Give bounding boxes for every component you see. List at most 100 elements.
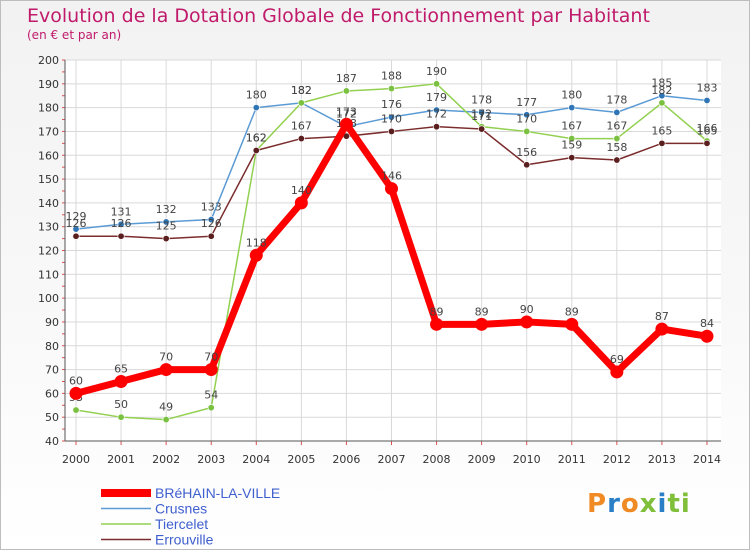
- data-label: 176: [381, 98, 402, 111]
- y-tick-label: 120: [38, 245, 59, 258]
- data-point: [297, 135, 305, 143]
- data-point: [433, 123, 441, 131]
- data-point: [384, 182, 398, 196]
- data-label: 166: [696, 122, 717, 135]
- data-label: 180: [246, 89, 267, 102]
- data-point: [478, 125, 486, 133]
- data-point: [520, 315, 534, 329]
- data-point: [613, 156, 621, 164]
- y-tick-label: 170: [38, 125, 59, 138]
- data-point: [72, 232, 80, 240]
- data-label: 180: [561, 89, 582, 102]
- data-label: 190: [426, 65, 447, 78]
- legend-label: BRéHAIN-LA-VILLE: [155, 485, 280, 501]
- data-label: 183: [696, 81, 717, 94]
- y-tick-label: 180: [38, 102, 59, 115]
- data-point: [342, 87, 350, 95]
- y-tick-label: 100: [38, 292, 59, 305]
- data-point: [162, 416, 170, 424]
- data-label: 146: [381, 170, 402, 183]
- data-label: 172: [426, 108, 447, 121]
- chart-title: Evolution de la Dotation Globale de Fonc…: [27, 5, 650, 27]
- data-point: [703, 139, 711, 147]
- y-tick-label: 130: [38, 221, 59, 234]
- data-label: 60: [69, 374, 83, 387]
- data-point: [117, 232, 125, 240]
- data-label: 187: [336, 72, 357, 85]
- data-label: 129: [66, 210, 87, 223]
- data-label: 182: [291, 84, 312, 97]
- data-label: 132: [156, 203, 177, 216]
- data-label: 70: [159, 351, 173, 364]
- data-label: 125: [156, 220, 177, 233]
- data-label: 131: [111, 205, 132, 218]
- series-tiercelet: 5350495416218218718819017217016716718216…: [69, 65, 717, 424]
- proxiti-logo: Proxiti: [587, 489, 691, 519]
- data-point: [568, 154, 576, 162]
- data-label: 89: [475, 305, 489, 318]
- data-label: 126: [201, 217, 222, 230]
- data-label: 118: [246, 236, 267, 249]
- data-point: [613, 108, 621, 116]
- data-label: 158: [606, 141, 627, 154]
- data-point: [523, 111, 531, 119]
- data-point: [658, 92, 666, 100]
- x-tick-label: 2008: [423, 453, 451, 466]
- data-point: [252, 104, 260, 112]
- data-label: 178: [606, 93, 627, 106]
- y-tick-label: 110: [38, 268, 59, 281]
- data-point: [162, 235, 170, 243]
- data-point: [72, 225, 80, 233]
- data-label: 89: [430, 305, 444, 318]
- data-label: 165: [696, 124, 717, 137]
- data-label: 182: [291, 84, 312, 97]
- data-point: [159, 363, 173, 377]
- x-tick-label: 2006: [332, 453, 360, 466]
- data-point: [207, 216, 215, 224]
- x-tick-label: 2004: [242, 453, 270, 466]
- x-tick-label: 2005: [287, 453, 315, 466]
- data-label: 171: [471, 110, 492, 123]
- data-point: [565, 317, 579, 331]
- data-label: 178: [471, 93, 492, 106]
- legend-label: Errouville: [155, 532, 214, 548]
- data-label: 188: [381, 70, 402, 83]
- data-label: 162: [246, 131, 267, 144]
- data-point: [613, 135, 621, 143]
- y-tick-label: 60: [45, 387, 59, 400]
- data-label: 159: [561, 139, 582, 152]
- data-label: 126: [66, 217, 87, 230]
- x-tick-label: 2003: [197, 453, 225, 466]
- data-point: [475, 317, 489, 331]
- x-tick-label: 2001: [107, 453, 135, 466]
- data-point: [117, 413, 125, 421]
- data-label: 167: [606, 120, 627, 133]
- data-label: 126: [111, 217, 132, 230]
- data-point: [294, 196, 308, 210]
- data-point: [162, 218, 170, 226]
- data-label: 182: [651, 84, 672, 97]
- y-tick-label: 140: [38, 197, 59, 210]
- data-label: 54: [204, 389, 218, 402]
- data-label: 173: [336, 105, 357, 118]
- data-point: [204, 363, 218, 377]
- data-label: 162: [246, 131, 267, 144]
- legend-label: Tiercelet: [155, 516, 208, 532]
- y-tick-label: 80: [45, 340, 59, 353]
- data-label: 65: [114, 362, 128, 375]
- data-point: [207, 232, 215, 240]
- data-point: [700, 329, 714, 343]
- data-point: [523, 127, 531, 135]
- data-label: 89: [565, 305, 579, 318]
- x-tick-label: 2007: [377, 453, 405, 466]
- x-tick-label: 2002: [152, 453, 180, 466]
- y-tick-label: 50: [45, 411, 59, 424]
- data-point: [433, 106, 441, 114]
- x-tick-label: 2012: [603, 453, 631, 466]
- series-br-hain-la-ville: 60 65 70 70 118 140 173 146 89 89 90 89 69 87 84: [69, 105, 714, 400]
- x-tick-label: 2009: [468, 453, 496, 466]
- chart-subtitle: (en € et par an): [27, 28, 122, 42]
- data-label: 49: [159, 401, 173, 414]
